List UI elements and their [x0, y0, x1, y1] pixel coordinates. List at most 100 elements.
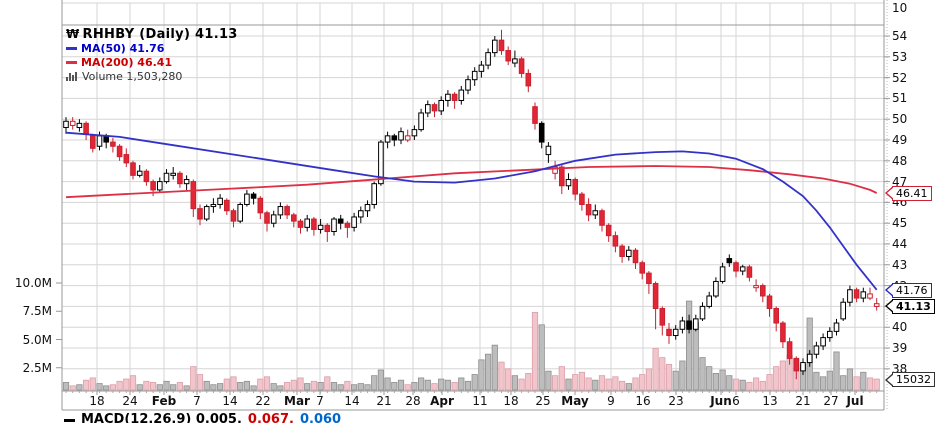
price-tick-label: 54: [892, 29, 908, 43]
date-tick-label: 28: [405, 394, 421, 408]
date-tick-label: 27: [823, 394, 839, 408]
candle: [786, 341, 793, 359]
volume-bar: [726, 375, 733, 391]
volume-bar: [304, 383, 311, 391]
chart-legend: ₩ RHHBY (Daily) 41.13 MA(50) 41.76 MA(20…: [66, 27, 238, 83]
candle: [840, 301, 847, 320]
volume-bar: [129, 375, 137, 391]
volume-bar: [853, 376, 860, 391]
candle: [96, 135, 103, 147]
candle: [813, 345, 820, 355]
candle: [217, 197, 223, 205]
volume-bar: [69, 385, 76, 391]
volume-bar: [223, 378, 230, 391]
volume-bar: [357, 383, 364, 391]
price-tick-label: 38: [892, 361, 908, 376]
volume-bar: [243, 380, 250, 391]
volume-legend-label: Volume 1,503,280: [82, 69, 183, 83]
symbol-title: RHHBY (Daily) 41.13: [82, 26, 238, 42]
candle: [686, 320, 692, 330]
volume-bar: [324, 376, 331, 391]
volume-bar: [257, 378, 264, 391]
volume-bar: [686, 300, 693, 391]
candle: [371, 183, 377, 205]
candle: [659, 307, 666, 326]
candle: [485, 52, 491, 66]
candle: [90, 135, 96, 149]
volume-bar: [277, 385, 284, 391]
volume-bar: [511, 375, 519, 391]
candle: [605, 224, 612, 237]
volume-bar: [632, 377, 639, 391]
candle: [130, 162, 136, 176]
candle: [699, 305, 706, 320]
volume-bar: [645, 368, 653, 391]
volume-bar: [444, 379, 452, 391]
candle: [599, 210, 605, 226]
volume-bar: [330, 382, 338, 391]
candle: [337, 218, 344, 224]
candle: [552, 166, 558, 174]
volume-bar: [170, 384, 177, 391]
panel-borders: [56, 0, 890, 411]
candle: [465, 79, 471, 91]
candle: [157, 181, 163, 191]
volume-bar: [310, 380, 318, 391]
volume-bar: [659, 357, 666, 391]
candle: [358, 210, 364, 218]
last-price-tag: 41.13: [885, 298, 935, 314]
candle: [806, 353, 813, 364]
price-tick-label: 39: [892, 341, 908, 355]
volume-bar: [136, 384, 143, 391]
candle: [344, 222, 351, 228]
candle: [384, 135, 391, 143]
candle: [505, 50, 511, 62]
candle: [391, 135, 398, 141]
volume-bar: [344, 380, 351, 391]
price-tick-label: 40: [892, 320, 908, 335]
candle: [478, 64, 485, 72]
volume-bar: [578, 371, 586, 391]
ma50-line: [65, 131, 878, 291]
volume-bars: [62, 300, 880, 391]
volume-bar: [250, 385, 257, 391]
volume-bar: [103, 385, 110, 391]
candle: [317, 224, 324, 230]
volume-bar: [759, 380, 766, 391]
volume-bar: [109, 384, 116, 391]
candle: [224, 199, 230, 212]
candle: [110, 141, 116, 147]
candle: [230, 210, 237, 222]
volume-bar: [391, 382, 398, 391]
ma200-price-tag: 46.41: [885, 185, 932, 201]
candle: [632, 249, 639, 264]
date-tick-label: 9: [607, 394, 615, 408]
volume-bar: [183, 385, 190, 391]
volume-bar: [290, 379, 297, 391]
volume-bar: [297, 377, 304, 391]
candle: [666, 328, 672, 337]
volume-bar: [873, 378, 880, 391]
candle: [143, 170, 150, 183]
candle: [398, 131, 404, 141]
volume-bar: [558, 366, 565, 391]
candle: [847, 289, 853, 303]
date-tick-label: 22: [255, 394, 271, 408]
price-tick-label: 44: [892, 237, 908, 251]
volume-bar: [605, 378, 612, 391]
candle: [726, 258, 733, 264]
volume-bar: [699, 357, 706, 391]
ma200-line: [65, 165, 878, 199]
candle: [197, 208, 203, 220]
volume-bar: [203, 380, 210, 391]
candle: [679, 320, 686, 330]
volume-tick-label: 5.0M: [22, 332, 52, 347]
volume-bar: [545, 370, 552, 391]
volume-bar: [866, 377, 874, 391]
candle: [565, 179, 572, 187]
candle: [244, 193, 250, 205]
candle: [210, 203, 217, 208]
volume-bar: [639, 374, 646, 391]
volume-bar: [592, 379, 599, 391]
candle: [431, 104, 438, 112]
